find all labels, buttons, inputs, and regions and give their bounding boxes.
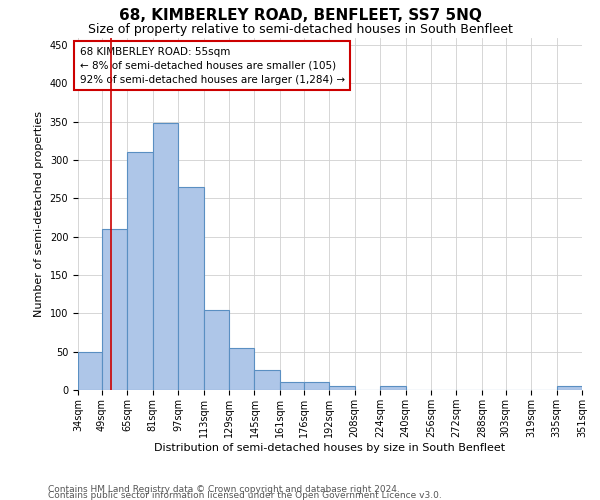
- Bar: [203, 310, 229, 390]
- Bar: [78, 352, 102, 390]
- Text: Contains public sector information licensed under the Open Government Licence v3: Contains public sector information licen…: [48, 491, 442, 500]
- Text: 68 KIMBERLEY ROAD: 55sqm
← 8% of semi-detached houses are smaller (105)
92% of s: 68 KIMBERLEY ROAD: 55sqm ← 8% of semi-de…: [80, 46, 345, 84]
- Bar: [254, 370, 280, 390]
- Bar: [102, 229, 127, 390]
- Bar: [127, 152, 153, 390]
- Bar: [329, 386, 355, 390]
- Bar: [380, 386, 406, 390]
- Bar: [153, 122, 178, 390]
- Bar: [557, 386, 582, 390]
- Bar: [280, 382, 304, 390]
- Bar: [229, 348, 254, 390]
- Text: 68, KIMBERLEY ROAD, BENFLEET, SS7 5NQ: 68, KIMBERLEY ROAD, BENFLEET, SS7 5NQ: [119, 8, 481, 22]
- X-axis label: Distribution of semi-detached houses by size in South Benfleet: Distribution of semi-detached houses by …: [154, 442, 506, 452]
- Bar: [304, 382, 329, 390]
- Bar: [178, 187, 203, 390]
- Text: Contains HM Land Registry data © Crown copyright and database right 2024.: Contains HM Land Registry data © Crown c…: [48, 485, 400, 494]
- Y-axis label: Number of semi-detached properties: Number of semi-detached properties: [34, 111, 44, 317]
- Text: Size of property relative to semi-detached houses in South Benfleet: Size of property relative to semi-detach…: [88, 22, 512, 36]
